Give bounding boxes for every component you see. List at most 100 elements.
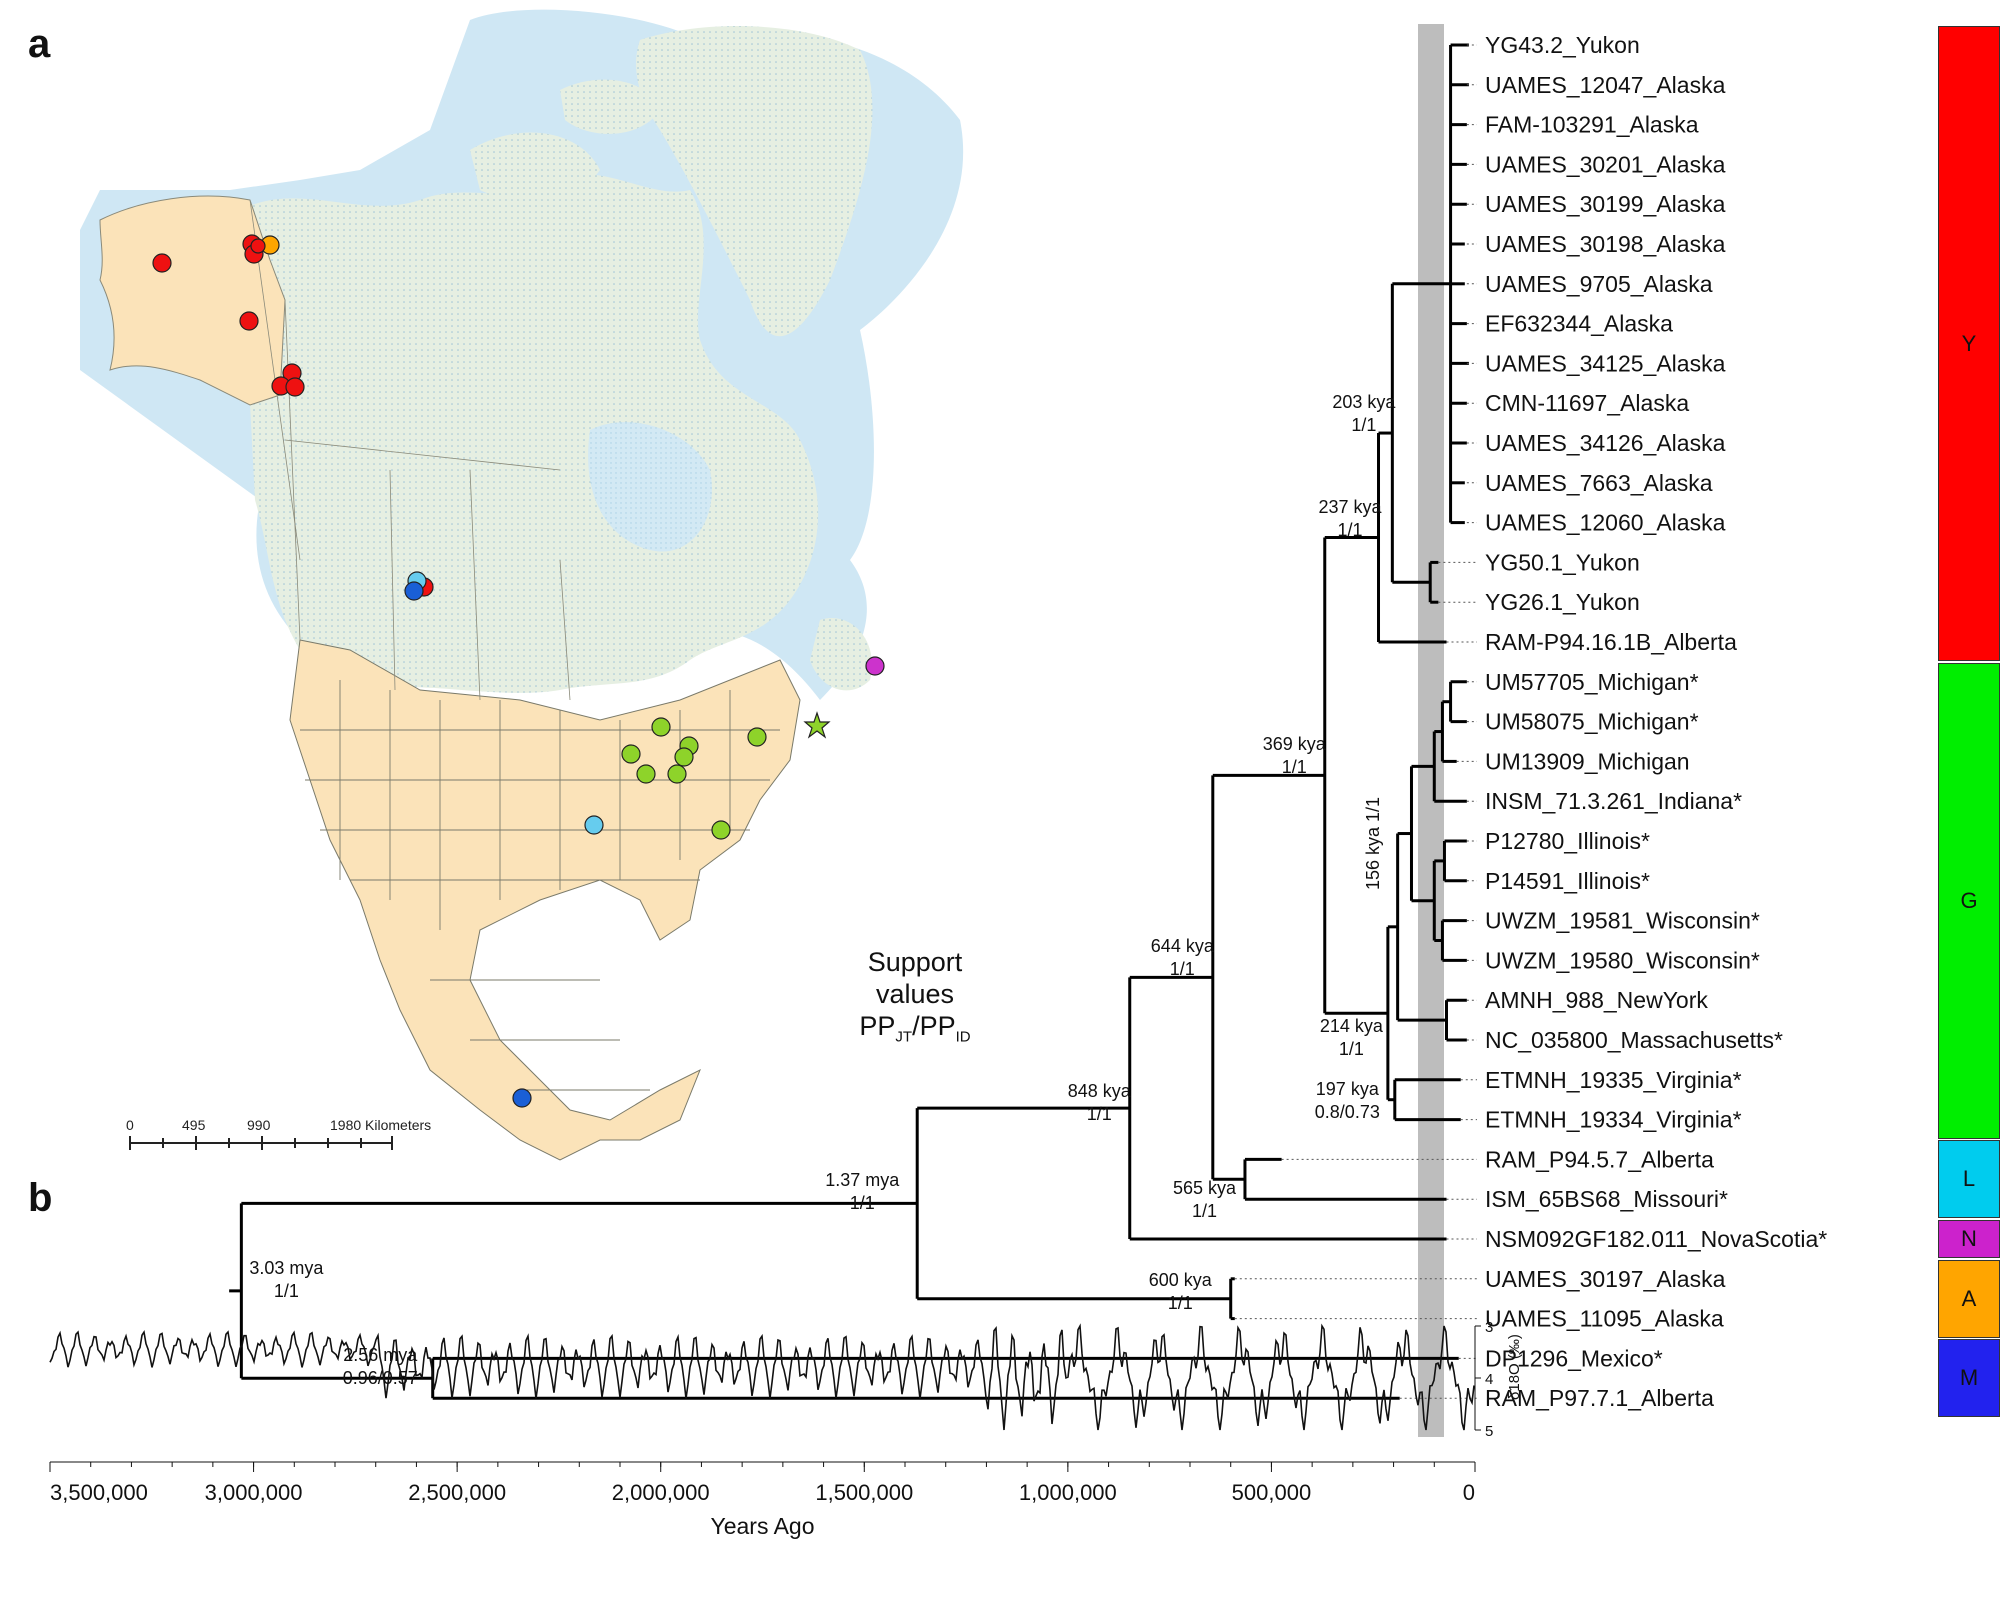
x-axis-tick-label: 2,000,000 xyxy=(612,1480,710,1505)
tip-label: UAMES_9705_Alaska xyxy=(1485,271,1713,297)
node-pp: 1/1 xyxy=(1191,1201,1217,1222)
node-age: 2.56 mya xyxy=(343,1345,418,1366)
sample-star-G xyxy=(803,711,831,739)
tip-label: UAMES_12060_Alaska xyxy=(1485,510,1726,536)
node-pp: 1/1 xyxy=(1338,1039,1364,1060)
sample-point-M xyxy=(512,1088,532,1108)
tip-label: UWZM_19580_Wisconsin* xyxy=(1485,947,1760,973)
d18o-climate-curve: 3 4 5 δ18O (‰) xyxy=(49,1319,1523,1440)
node-label-n256: 2.56 mya 0.96/0.57 xyxy=(343,1344,418,1390)
node-label-n644: 644 kya 1/1 xyxy=(1151,935,1214,981)
sample-point-G xyxy=(711,820,731,840)
node-age: 214 kya xyxy=(1319,1016,1383,1037)
tip-label: P14591_Illinois* xyxy=(1485,868,1650,894)
sample-point-G xyxy=(674,747,694,767)
tip-label: UAMES_12047_Alaska xyxy=(1485,72,1726,98)
sample-point-L xyxy=(584,815,604,835)
support-legend-pp1: PP xyxy=(859,1011,896,1041)
node-age: 203 kya xyxy=(1332,392,1396,413)
tip-label: P12780_Illinois* xyxy=(1485,828,1650,854)
node-age: 369 kya xyxy=(1262,734,1326,755)
tip-label: YG26.1_Yukon xyxy=(1485,589,1640,615)
tip-label: UM13909_Michigan xyxy=(1485,748,1690,774)
tip-label: ISM_65BS68_Missouri* xyxy=(1485,1186,1728,1212)
node-age: 197 kya xyxy=(1315,1078,1379,1099)
scale-label-1980: 1980 Kilometers xyxy=(330,1117,431,1133)
map-scale-labels: 0 495 990 1980 Kilometers xyxy=(126,1117,431,1133)
x-axis-tick-label: 2,500,000 xyxy=(408,1480,506,1505)
d18o-tick-label: 4 xyxy=(1485,1371,1493,1388)
node-pp: 1/1 xyxy=(1351,415,1377,436)
tip-label: UAMES_30198_Alaska xyxy=(1485,231,1726,257)
node-label-n369: 369 kya 1/1 xyxy=(1263,733,1326,779)
d18o-axis-label: δ18O (‰) xyxy=(1506,1334,1523,1400)
clade-bar-N: N xyxy=(1938,1220,2000,1258)
support-legend-slash: / xyxy=(912,1011,920,1041)
node-pp: 1/1 xyxy=(849,1193,875,1214)
sample-point-G xyxy=(667,764,687,784)
clade-bar-L: L xyxy=(1938,1140,2000,1219)
node-label-n848: 848 kya 1/1 xyxy=(1068,1080,1131,1126)
clade-bar-G: G xyxy=(1938,662,2000,1139)
support-legend-id: ID xyxy=(955,1028,971,1046)
node-label-n237: 237 kya 1/1 xyxy=(1319,496,1382,542)
x-axis-tick-label: 3,500,000 xyxy=(50,1480,148,1505)
tip-label: UAMES_34126_Alaska xyxy=(1485,430,1726,456)
support-legend-formula: PPJT/PPID xyxy=(825,1010,1005,1053)
x-axis-tick-label: 0 xyxy=(1463,1480,1475,1505)
node-pp: 1/1 xyxy=(1337,519,1363,540)
node-label-n600: 600 kya 1/1 xyxy=(1149,1269,1212,1315)
sample-point-G xyxy=(651,717,671,737)
node-age: 644 kya xyxy=(1150,936,1214,957)
node-pp: 0.96/0.57 xyxy=(342,1368,418,1389)
tip-label: UM57705_Michigan* xyxy=(1485,669,1699,695)
tip-label: UM58075_Michigan* xyxy=(1485,709,1699,735)
tip-label: FAM-103291_Alaska xyxy=(1485,112,1699,138)
sample-point-M xyxy=(404,581,424,601)
d18o-series xyxy=(49,1323,1475,1431)
tip-label: YG43.2_Yukon xyxy=(1485,32,1640,58)
support-legend-title: Support values xyxy=(867,947,963,1009)
sample-point-G xyxy=(621,744,641,764)
panel-label-a: a xyxy=(28,22,51,66)
node-label-n203: 203 kya 1/1 xyxy=(1332,391,1395,437)
node-pp: 1/1 xyxy=(1086,1104,1112,1125)
node-label-n156: 156 kya 1/1 xyxy=(1363,796,1383,890)
node-age: 565 kya xyxy=(1172,1178,1236,1199)
node-label-n303: 3.03 mya 1/1 xyxy=(249,1257,323,1303)
clade-bar-Y: Y xyxy=(1938,26,2000,661)
map-scale-bar xyxy=(129,1136,393,1150)
node-label-n565: 565 kya 1/1 xyxy=(1173,1177,1236,1223)
node-age: 1.37 mya xyxy=(825,1170,900,1191)
node-age: 237 kya xyxy=(1318,496,1382,517)
map-sample-points xyxy=(152,234,885,1108)
node-label-n137: 1.37 mya 1/1 xyxy=(825,1169,899,1215)
tip-label: AMNH_988_NewYork xyxy=(1485,987,1708,1013)
node-label-n197: 197 kya 0.8/0.73 xyxy=(1315,1078,1380,1124)
scale-label-990: 990 xyxy=(247,1117,271,1133)
node-age: 848 kya xyxy=(1067,1081,1131,1102)
tree-branches xyxy=(229,43,1469,1400)
clade-bar-A: A xyxy=(1938,1259,2000,1338)
tip-label: UAMES_30197_Alaska xyxy=(1485,1266,1726,1292)
tip-label: UAMES_30201_Alaska xyxy=(1485,151,1726,177)
tip-label: RAM-P94.16.1B_Alberta xyxy=(1485,629,1737,655)
d18o-tick-label: 5 xyxy=(1485,1423,1493,1440)
tree-tip-leaders xyxy=(1234,44,1477,1399)
d18o-tick-label: 3 xyxy=(1485,1319,1493,1336)
x-axis-tick-label: 3,000,000 xyxy=(205,1480,303,1505)
tip-label: UAMES_11095_Alaska xyxy=(1485,1306,1724,1332)
node-pp: 1/1 xyxy=(1281,757,1307,778)
node-label-n214: 214 kya 1/1 xyxy=(1320,1015,1383,1061)
time-axis: 3,500,000 3,000,000 2,500,000 2,000,000 1,50… xyxy=(49,1461,1476,1539)
support-values-legend: Support values PPJT/PPID xyxy=(825,946,1005,1053)
x-axis-tick-label: 500,000 xyxy=(1232,1480,1312,1505)
sample-point-G xyxy=(747,727,767,747)
map-land-canada xyxy=(80,9,964,701)
support-legend-pp2: PP xyxy=(919,1011,956,1041)
x-axis-label: Years Ago xyxy=(710,1513,814,1539)
tip-label: DP1296_Mexico* xyxy=(1485,1345,1663,1371)
sample-point-Y xyxy=(152,253,172,273)
